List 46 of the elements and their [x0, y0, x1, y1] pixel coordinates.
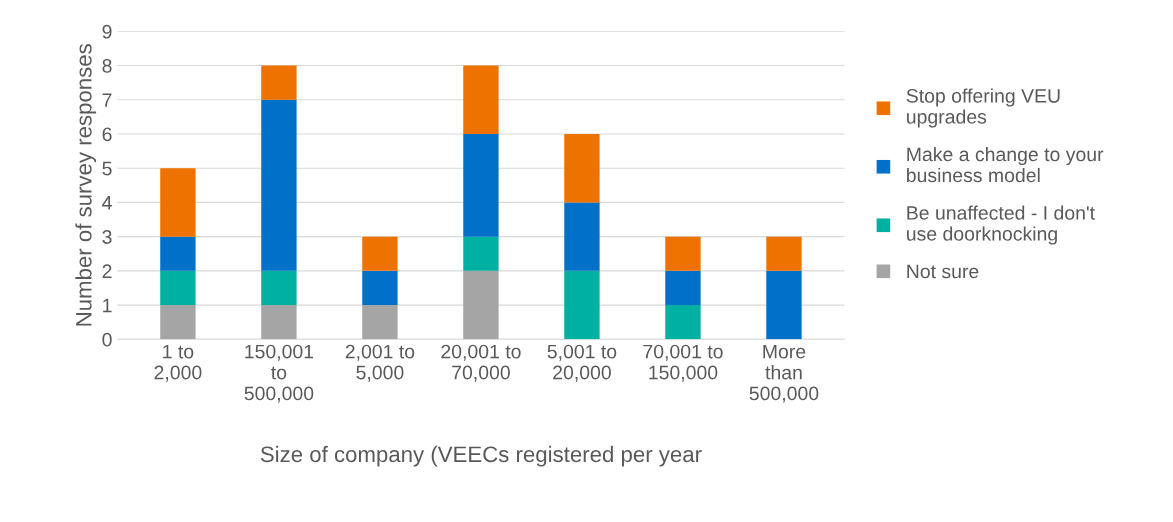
bar: [564, 202, 600, 271]
y-tick-label: 4: [102, 196, 112, 210]
legend-label: Stop offering VEU upgrades: [906, 88, 1060, 128]
bar: [766, 270, 802, 340]
x-tick-label: More than 500,000: [749, 344, 819, 403]
bar: [261, 305, 297, 340]
bar: [261, 99, 297, 271]
y-tick-label: 3: [102, 230, 112, 244]
legend-label: Be unaffected - I don't use doorknocking: [907, 205, 1095, 245]
x-tick-label: 150,001 to 500,000: [244, 344, 314, 403]
bar: [665, 236, 701, 271]
bar: [261, 270, 297, 306]
x-tick-label: 20,001 to 70,000: [441, 344, 521, 382]
bar: [160, 168, 196, 237]
x-tick-label: 2,001 to 5,000: [345, 344, 415, 382]
bar: [564, 133, 600, 203]
y-tick-label: 8: [102, 59, 112, 73]
legend-label: Not sure: [907, 264, 979, 279]
y-tick-label: 2: [102, 264, 112, 278]
bar: [463, 65, 499, 134]
legend-label: Make a change to your business model: [907, 146, 1104, 183]
y-tick-label: 1: [103, 298, 112, 313]
y-tick-label: 0: [102, 332, 112, 347]
bar: [665, 305, 701, 340]
y-tick-label: 9: [102, 24, 112, 39]
x-tick-label: 1 to 2,000: [154, 344, 202, 382]
bar: [463, 236, 499, 271]
bar: [160, 270, 196, 306]
x-tick-label: 70,001 to 150,000: [643, 344, 723, 382]
bar: [160, 305, 196, 340]
bar: [463, 133, 499, 237]
bar: [665, 270, 701, 306]
y-tick-label: 7: [102, 93, 112, 107]
x-tick-label: 5,001 to 20,000: [547, 344, 617, 382]
bar: [463, 270, 499, 340]
x-axis-title: Size of company (VEECs registered per year: [260, 445, 702, 467]
y-axis-title: Number of survey responses: [75, 44, 97, 326]
bar: [362, 236, 398, 271]
bar: [362, 270, 398, 306]
bar: [766, 236, 802, 271]
bar: [362, 305, 398, 340]
bar: [261, 65, 297, 100]
bar: [564, 270, 600, 340]
y-tick-label: 5: [102, 161, 112, 176]
y-tick-label: 6: [102, 127, 112, 142]
bar: [160, 236, 196, 271]
